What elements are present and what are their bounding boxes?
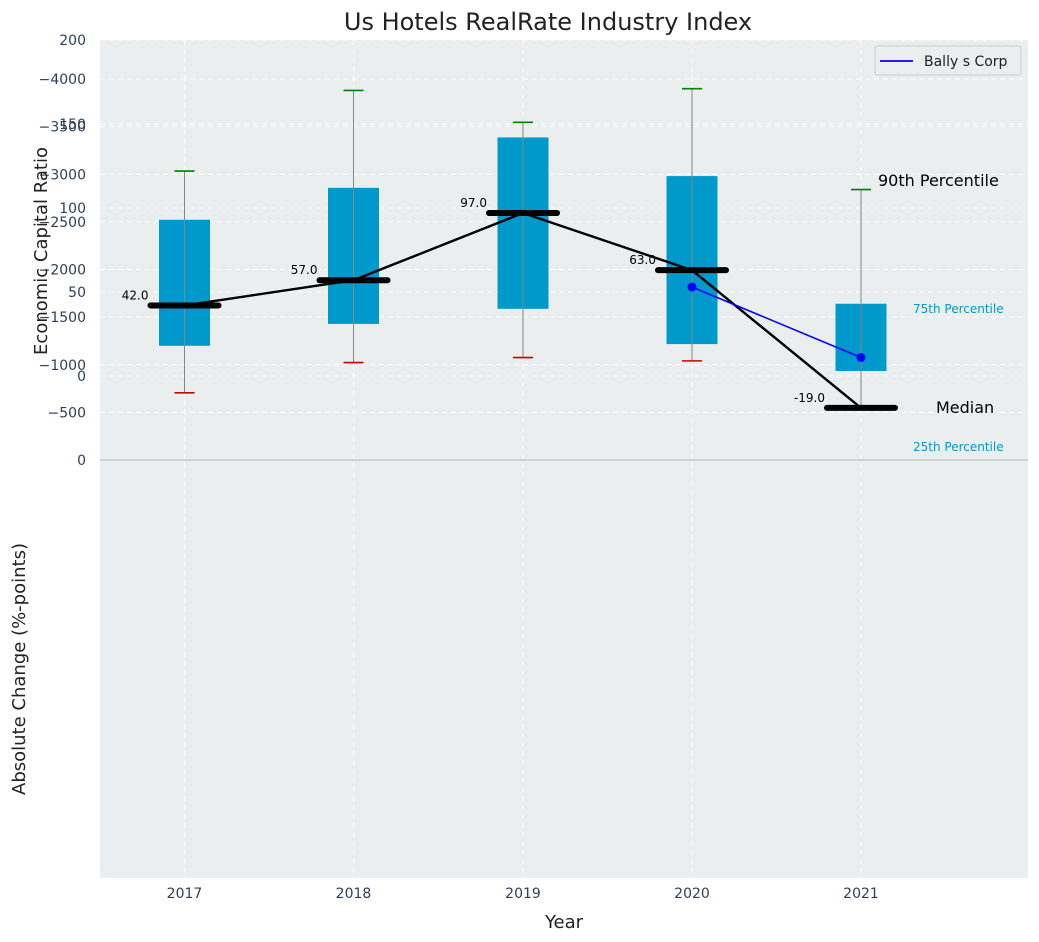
median-trend: 42.0 57.0 97.0 63.0 -19.0 [122,196,898,411]
y-tick-label-bottom: 0 [77,453,86,469]
legend: Bally s Corp [874,45,1022,76]
y-tick-label-top: 200 [59,33,86,49]
y-tick-label-top: 50 [68,285,86,301]
top-panel-background [100,40,1028,460]
y-tick-label-bottom: −500 [48,405,86,421]
legend-label: Bally s Corp [924,54,1008,70]
percentile-annotations: 90th Percentile 75th Percentile Median 25th… [878,171,1004,454]
median-value-label: 63.0 [629,253,656,267]
x-tick-label: 2021 [843,886,879,902]
y-tick-label-bottom: −2500 [39,215,86,231]
legend-box [874,45,1022,76]
annotation-75th: 75th Percentile [913,302,1004,316]
y-tick-label-bottom: −2000 [39,263,86,279]
annotation-median: Median [936,398,994,417]
x-tick-label: 2017 [167,886,203,902]
annotation-90th: 90th Percentile [878,171,999,190]
x-tick-label: 2019 [505,886,541,902]
y-tick-label-bottom: −1500 [39,310,86,326]
y-tick-label-bottom: −3500 [39,120,86,136]
company-point [687,282,697,292]
y-tick-label-top: 150 [59,117,86,133]
x-tick-label: 2020 [674,886,710,902]
median-value-label: 97.0 [460,196,487,210]
company-series [687,282,866,363]
x-tick-label: 2018 [336,886,372,902]
median-value-label: 57.0 [291,263,318,277]
y-tick-label-bottom: −1000 [39,358,86,374]
y-axis-title-bottom: Absolute Change (%-points) [9,543,30,795]
bottom-panel-background [100,460,1028,878]
median-value-label: 42.0 [122,288,149,302]
y-tick-label-bottom: −4000 [39,72,86,88]
company-point [856,353,866,363]
y-tick-label-bottom: −3000 [39,167,86,183]
annotation-25th: 25th Percentile [913,440,1004,454]
chart-title: Us Hotels RealRate Industry Index [344,8,752,36]
tick-labels: 0 50 100 150 200 0 −500 −1000 −1500 −2000 −2500 −30… [39,33,879,902]
x-axis-title: Year [544,912,584,933]
company-line [691,286,862,359]
y-axis-title-top: Economic Capital Ratio [31,147,52,355]
y-tick-label-top: 100 [59,201,86,217]
median-value-label: -19.0 [794,391,825,405]
y-tick-label-top: 0 [77,369,86,385]
